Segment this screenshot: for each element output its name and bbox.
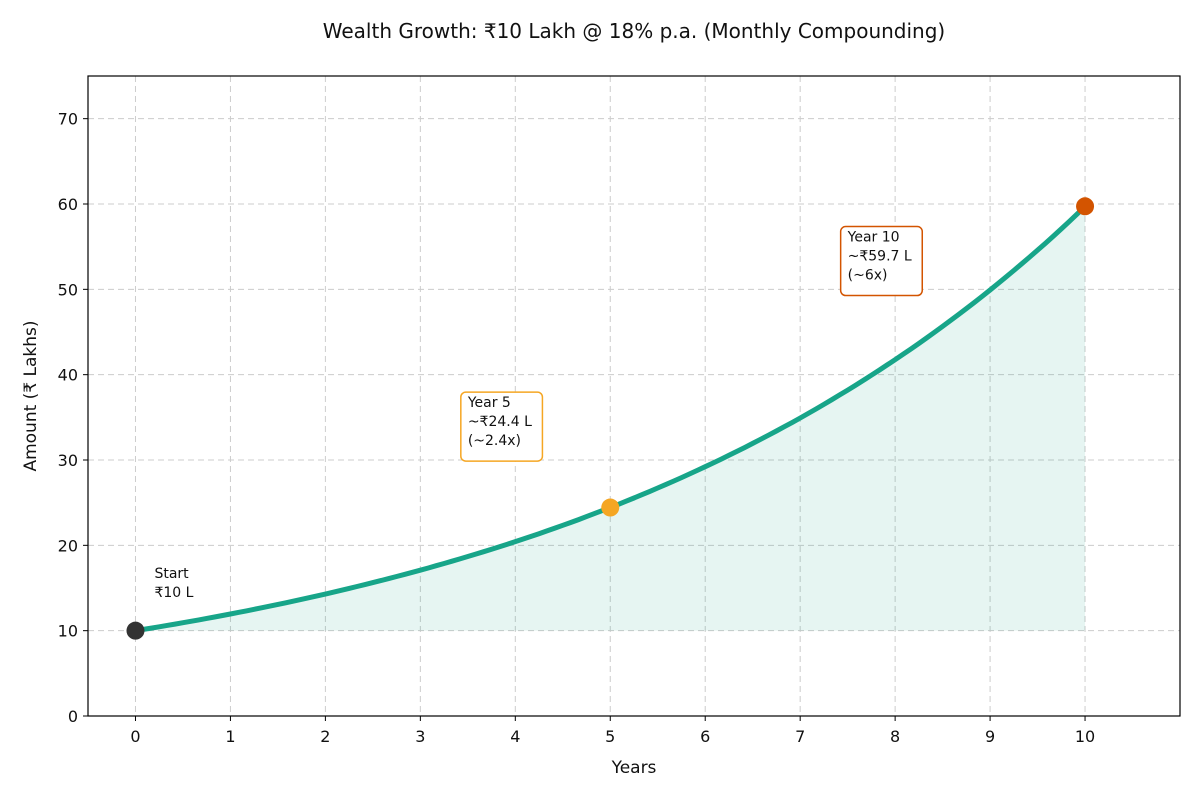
annotation-box [460,391,544,462]
y-tick-label: 40 [58,366,78,385]
x-tick-label: 4 [510,727,520,746]
y-tick-label: 10 [58,622,78,641]
annotation-text: ~₹24.4 L [468,414,532,430]
annotation-text: ~₹59.7 L [848,249,912,265]
chart-title: Wealth Growth: ₹10 Lakh @ 18% p.a. (Mont… [323,19,945,43]
y-tick-label: 20 [58,536,78,555]
x-tick-label: 10 [1075,727,1095,746]
y-axis-label: Amount (₹ Lakhs) [21,320,41,471]
x-axis-label: Years [611,758,657,778]
data-point-marker [1076,197,1095,216]
annotation-text: Year 5 [467,395,511,411]
y-tick-label: 50 [58,280,78,299]
annotation-text: ₹10 L [154,585,193,601]
y-tick-label: 30 [58,451,78,470]
annotation-text: Start [154,566,189,582]
annotation-box [839,225,924,297]
y-tick-label: 70 [58,110,78,129]
annotation: Year 5 ~₹24.4 L (~2.4x) [460,391,544,462]
annotation-text: (~2.4x) [468,433,521,449]
y-tick-label: 0 [68,707,78,726]
ticks: 0 1 2 3 4 5 6 7 8 9 10 0 10 20 30 40 50 60 70 [58,110,1096,746]
x-tick-label: 7 [795,727,805,746]
x-tick-label: 5 [605,727,615,746]
annotation-text: Year 10 [847,230,900,246]
x-tick-label: 2 [320,727,330,746]
annotations: Start ₹10 L Year 5 ~₹24.4 L (~2.4x) Year 10 ~₹… [154,225,924,601]
x-tick-label: 3 [415,727,425,746]
x-tick-label: 6 [700,727,710,746]
plot-frame [87,75,1181,717]
annotation-text: (~6x) [848,268,888,284]
x-tick-label: 0 [130,727,140,746]
area-fill [135,206,1086,631]
markers [126,197,1095,640]
annotation: Start ₹10 L [154,566,193,601]
annotation: Year 10 ~₹59.7 L (~6x) [839,225,924,297]
data-point-marker [126,621,145,640]
x-tick-label: 8 [890,727,900,746]
grid [88,76,1180,716]
data-point-marker [601,498,620,517]
y-tick-label: 60 [58,195,78,214]
x-tick-label: 9 [985,727,995,746]
x-tick-label: 1 [225,727,235,746]
